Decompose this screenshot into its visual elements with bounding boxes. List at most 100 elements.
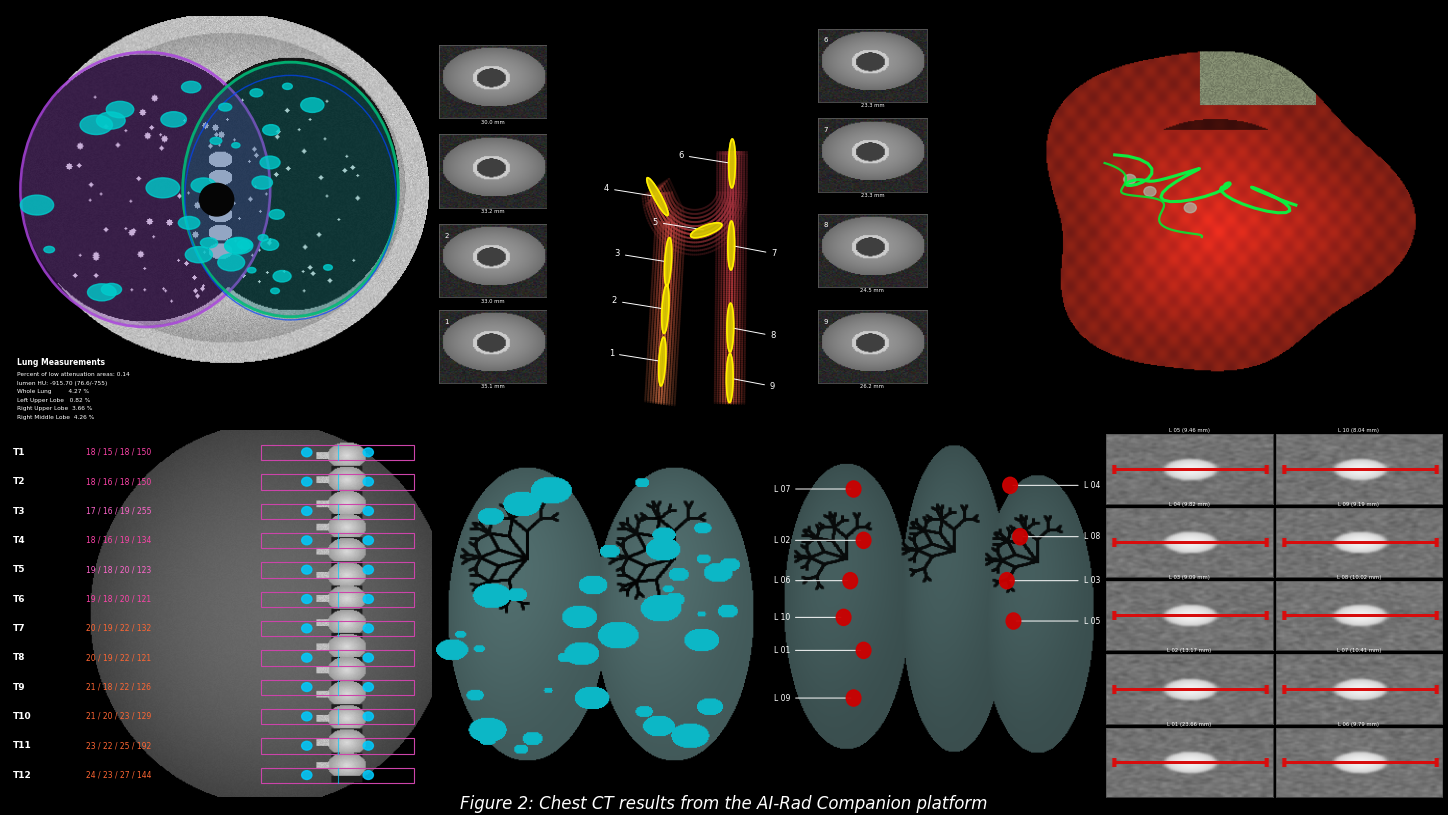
X-axis label: 30.0 mm: 30.0 mm	[481, 120, 505, 125]
Text: lumen HU: -915.70 (76.6/-755): lumen HU: -915.70 (76.6/-755)	[17, 381, 107, 385]
Ellipse shape	[251, 89, 262, 97]
Ellipse shape	[647, 178, 668, 216]
Text: 6: 6	[679, 151, 730, 163]
Text: T11: T11	[13, 741, 32, 751]
Text: 9: 9	[733, 379, 775, 391]
Ellipse shape	[224, 237, 253, 254]
Ellipse shape	[161, 112, 187, 127]
Ellipse shape	[261, 156, 279, 169]
Text: T10: T10	[13, 711, 32, 721]
Text: 8: 8	[824, 222, 828, 228]
Title: L 02 (13.17 mm): L 02 (13.17 mm)	[1167, 649, 1212, 654]
X-axis label: 35.1 mm: 35.1 mm	[481, 385, 505, 390]
Text: 7: 7	[824, 127, 828, 133]
Title: L 06 (9.79 mm): L 06 (9.79 mm)	[1338, 722, 1380, 727]
Ellipse shape	[80, 115, 113, 134]
Ellipse shape	[219, 104, 232, 111]
Title: L 04 (9.82 mm): L 04 (9.82 mm)	[1169, 502, 1211, 507]
Title: L 05 (9.46 mm): L 05 (9.46 mm)	[1169, 429, 1211, 434]
Ellipse shape	[662, 284, 669, 333]
Text: Right Middle Lobe  4.26 %: Right Middle Lobe 4.26 %	[17, 415, 94, 420]
Text: T6: T6	[13, 594, 26, 604]
Ellipse shape	[87, 284, 116, 301]
Circle shape	[363, 448, 374, 456]
Text: Figure 2: Chest CT results from the AI-Rad Companion platform: Figure 2: Chest CT results from the AI-R…	[460, 795, 988, 813]
Ellipse shape	[323, 265, 333, 271]
Ellipse shape	[727, 303, 734, 352]
Text: T7: T7	[13, 623, 26, 633]
Text: T2: T2	[13, 477, 26, 487]
Ellipse shape	[184, 64, 397, 316]
Ellipse shape	[232, 143, 240, 148]
Ellipse shape	[146, 178, 180, 198]
Text: L 03: L 03	[1009, 576, 1100, 585]
Text: L 06: L 06	[773, 576, 847, 585]
Text: 20 / 19 / 22 / 121: 20 / 19 / 22 / 121	[85, 653, 151, 663]
Text: 2: 2	[445, 233, 449, 239]
Circle shape	[301, 478, 311, 486]
Circle shape	[363, 566, 374, 574]
Circle shape	[846, 690, 862, 706]
Text: 18 / 15 / 18 / 150: 18 / 15 / 18 / 150	[85, 447, 151, 457]
Ellipse shape	[252, 176, 272, 189]
Circle shape	[363, 624, 374, 632]
Circle shape	[301, 771, 311, 779]
Text: L 01: L 01	[773, 645, 860, 655]
Ellipse shape	[224, 238, 249, 253]
Text: T8: T8	[13, 653, 26, 663]
Circle shape	[1012, 529, 1028, 544]
Text: 5: 5	[653, 218, 704, 230]
Text: 3: 3	[614, 249, 666, 262]
Ellipse shape	[106, 101, 133, 117]
Circle shape	[301, 566, 311, 574]
Circle shape	[363, 507, 374, 515]
Text: 18 / 16 / 18 / 150: 18 / 16 / 18 / 150	[85, 477, 151, 487]
Title: L 10 (8.04 mm): L 10 (8.04 mm)	[1338, 429, 1380, 434]
Circle shape	[200, 183, 233, 216]
Text: L 07: L 07	[773, 484, 851, 494]
Text: T12: T12	[13, 770, 32, 780]
Text: 2: 2	[613, 297, 663, 309]
Ellipse shape	[43, 246, 55, 253]
Circle shape	[301, 507, 311, 515]
Text: T5: T5	[13, 565, 26, 575]
Ellipse shape	[101, 284, 122, 296]
Circle shape	[301, 448, 311, 456]
Title: L 08 (10.02 mm): L 08 (10.02 mm)	[1337, 575, 1381, 580]
Circle shape	[301, 712, 311, 720]
Ellipse shape	[261, 239, 278, 250]
Text: 19 / 18 / 20 / 123: 19 / 18 / 20 / 123	[85, 565, 151, 575]
Ellipse shape	[217, 253, 245, 271]
Ellipse shape	[22, 53, 269, 326]
Ellipse shape	[248, 267, 256, 273]
Text: 21 / 18 / 22 / 126: 21 / 18 / 22 / 126	[85, 682, 151, 692]
Ellipse shape	[728, 139, 736, 187]
Text: 20 / 19 / 22 / 132: 20 / 19 / 22 / 132	[85, 623, 151, 633]
Circle shape	[301, 683, 311, 691]
Text: Lung Measurements: Lung Measurements	[17, 358, 106, 367]
Text: 23 / 22 / 25 / 192: 23 / 22 / 25 / 192	[85, 741, 151, 751]
Circle shape	[301, 742, 311, 750]
Text: 1: 1	[445, 319, 449, 324]
Circle shape	[1144, 187, 1156, 196]
Text: 9: 9	[824, 319, 828, 324]
Text: Right Upper Lobe  3.66 %: Right Upper Lobe 3.66 %	[17, 407, 93, 412]
Circle shape	[363, 683, 374, 691]
Title: L 09 (9.19 mm): L 09 (9.19 mm)	[1338, 502, 1380, 507]
Ellipse shape	[200, 238, 217, 248]
Title: L 07 (10.41 mm): L 07 (10.41 mm)	[1337, 649, 1381, 654]
Circle shape	[301, 624, 311, 632]
Text: T9: T9	[13, 682, 26, 692]
Ellipse shape	[301, 98, 324, 112]
Ellipse shape	[20, 195, 54, 215]
Text: T1: T1	[13, 447, 26, 457]
Text: Left Upper Lobe   0.82 %: Left Upper Lobe 0.82 %	[17, 398, 91, 403]
Ellipse shape	[262, 125, 279, 135]
Text: 6: 6	[824, 37, 828, 43]
Ellipse shape	[691, 222, 723, 238]
Circle shape	[363, 595, 374, 603]
Circle shape	[1003, 478, 1018, 493]
Circle shape	[363, 742, 374, 750]
Ellipse shape	[185, 247, 213, 262]
Circle shape	[856, 532, 870, 548]
